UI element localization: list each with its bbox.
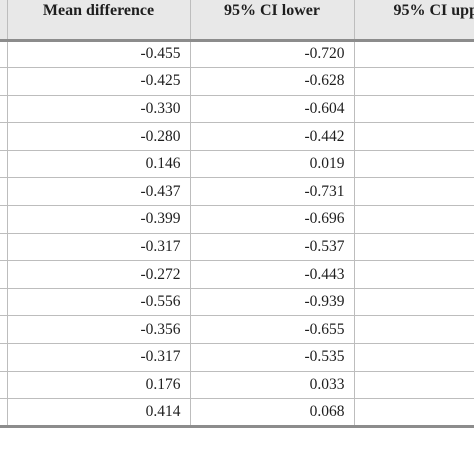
- stub-cell: [0, 150, 8, 179]
- stub-cell: [0, 260, 8, 289]
- mean-difference-cell: -0.437: [7, 177, 191, 207]
- ci-upper-cell: [354, 371, 474, 400]
- table-row: -0.330-0.604-: [0, 95, 474, 124]
- table-row: -0.556-0.939-: [0, 288, 474, 317]
- mean-difference-cell: -0.317: [7, 233, 191, 262]
- ci-lower-cell: -0.696: [190, 205, 355, 234]
- ci-lower-cell: 0.019: [190, 150, 355, 179]
- header-ci-lower: 95% CI lower: [190, 0, 355, 42]
- ci-upper-cell: -: [354, 40, 474, 69]
- mean-difference-cell: -0.280: [7, 122, 191, 151]
- mean-difference-cell: -0.399: [7, 205, 191, 234]
- results-table: Mean difference 95% CI lower 95% CI upp …: [0, 0, 474, 428]
- header-row: Mean difference 95% CI lower 95% CI upp: [0, 0, 474, 42]
- stub-cell: [0, 398, 8, 428]
- mean-difference-cell: -0.272: [7, 260, 191, 289]
- table-row: -0.425-0.628-: [0, 67, 474, 96]
- ci-lower-cell: -0.604: [190, 95, 355, 124]
- ci-upper-cell: -: [354, 260, 474, 289]
- stub-cell: [0, 95, 8, 124]
- mean-difference-cell: -0.455: [7, 40, 191, 69]
- stub-cell: [0, 371, 8, 400]
- header-stub: [0, 0, 8, 42]
- table-header: Mean difference 95% CI lower 95% CI upp: [0, 0, 474, 42]
- stub-cell: [0, 288, 8, 317]
- table-row: -0.437-0.731-: [0, 177, 474, 207]
- table-row: -0.280-0.442-: [0, 122, 474, 151]
- ci-upper-cell: -: [354, 95, 474, 124]
- table-row: 0.414 0.068: [0, 398, 474, 428]
- ci-lower-cell: -0.442: [190, 122, 355, 151]
- table-row: -0.455-0.720-: [0, 40, 474, 69]
- table-row: -0.272-0.443-: [0, 260, 474, 289]
- ci-lower-cell: -0.939: [190, 288, 355, 317]
- mean-difference-cell: 0.176: [7, 371, 191, 400]
- ci-upper-cell: [354, 150, 474, 179]
- ci-lower-cell: -0.720: [190, 40, 355, 69]
- table-row: -0.356-0.655-: [0, 315, 474, 345]
- ci-lower-cell: 0.033: [190, 371, 355, 400]
- ci-lower-cell: -0.731: [190, 177, 355, 207]
- stub-cell: [0, 40, 8, 69]
- table-row: -0.317-0.537-: [0, 233, 474, 262]
- ci-upper-cell: [354, 398, 474, 428]
- stub-cell: [0, 122, 8, 151]
- mean-difference-cell: -0.425: [7, 67, 191, 96]
- ci-upper-cell: -: [354, 233, 474, 262]
- ci-upper-cell: -: [354, 205, 474, 234]
- header-mean-difference: Mean difference: [7, 0, 191, 42]
- mean-difference-cell: -0.317: [7, 343, 191, 372]
- stub-cell: [0, 233, 8, 262]
- table-body: -0.455-0.720--0.425-0.628--0.330-0.604--…: [0, 40, 474, 428]
- ci-upper-cell: -: [354, 288, 474, 317]
- stub-cell: [0, 343, 8, 372]
- ci-upper-cell: -: [354, 177, 474, 207]
- table-row: 0.176 0.033: [0, 371, 474, 400]
- ci-lower-cell: -0.628: [190, 67, 355, 96]
- table-row: -0.317-0.535-: [0, 343, 474, 372]
- ci-upper-cell: -: [354, 122, 474, 151]
- table-row: -0.399-0.696-: [0, 205, 474, 234]
- stub-cell: [0, 177, 8, 207]
- stub-cell: [0, 205, 8, 234]
- mean-difference-cell: 0.414: [7, 398, 191, 428]
- ci-upper-cell: -: [354, 315, 474, 345]
- ci-lower-cell: -0.537: [190, 233, 355, 262]
- stub-cell: [0, 315, 8, 345]
- ci-lower-cell: 0.068: [190, 398, 355, 428]
- ci-upper-cell: -: [354, 343, 474, 372]
- mean-difference-cell: -0.330: [7, 95, 191, 124]
- mean-difference-cell: -0.556: [7, 288, 191, 317]
- ci-lower-cell: -0.443: [190, 260, 355, 289]
- ci-lower-cell: -0.535: [190, 343, 355, 372]
- mean-difference-cell: 0.146: [7, 150, 191, 179]
- table-row: 0.146 0.019: [0, 150, 474, 179]
- ci-upper-cell: -: [354, 67, 474, 96]
- mean-difference-cell: -0.356: [7, 315, 191, 345]
- ci-lower-cell: -0.655: [190, 315, 355, 345]
- stub-cell: [0, 67, 8, 96]
- header-ci-upper: 95% CI upp: [354, 0, 474, 42]
